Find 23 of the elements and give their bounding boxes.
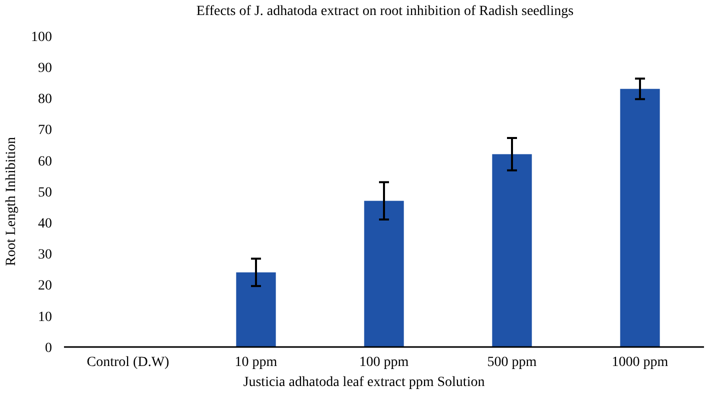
y-tick-label: 0 <box>45 340 52 356</box>
y-axis-title: Root Length Inhibition <box>4 136 19 266</box>
y-tick-label: 90 <box>38 61 52 76</box>
y-tick-label: 50 <box>38 185 52 200</box>
y-tick-label: 70 <box>38 123 52 138</box>
y-tick-label: 80 <box>38 92 52 108</box>
y-tick-label: 100 <box>31 30 52 45</box>
x-tick-label: 100 ppm <box>359 355 409 370</box>
bar <box>620 88 660 347</box>
y-tick-label: 40 <box>38 216 52 232</box>
bar <box>364 200 404 347</box>
bar <box>492 154 532 347</box>
chart-title: Effects of J. adhatoda extract on root inhibition of Radish seedlings <box>195 3 575 21</box>
x-axis-title: Justicia adhatoda leaf extract ppm Solution <box>243 375 485 390</box>
y-tick-label: 60 <box>38 154 52 170</box>
y-tick-label: 10 <box>38 310 52 325</box>
x-tick-label: 1000 ppm <box>612 355 668 370</box>
y-tick-label: 20 <box>38 278 52 294</box>
x-tick-label: 500 ppm <box>487 355 537 370</box>
x-tick-label: Control (D.W) <box>86 355 170 370</box>
y-tick-label: 30 <box>38 248 52 263</box>
bar <box>236 272 276 347</box>
x-tick-label: 10 ppm <box>234 355 278 370</box>
